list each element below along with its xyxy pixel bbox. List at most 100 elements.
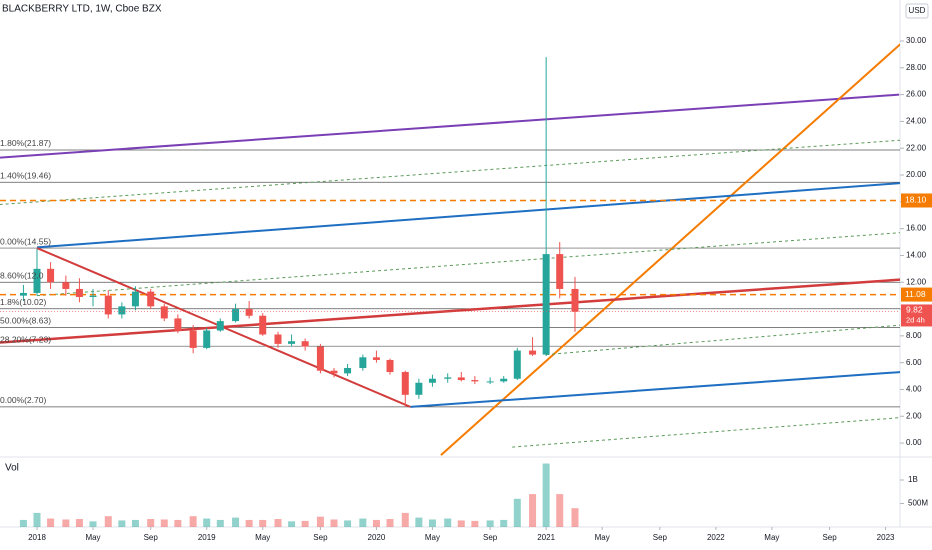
candle-body <box>131 291 139 307</box>
fib-label: 50.00%(8.63) <box>0 316 51 326</box>
candle-body <box>189 330 197 348</box>
volume-bar <box>288 521 296 527</box>
x-tick-label: May <box>85 533 100 542</box>
trendline <box>440 43 900 456</box>
volume-bar <box>372 519 380 527</box>
fib-label: 0.00%(2.70) <box>0 395 46 405</box>
x-tick-label: 2021 <box>537 533 555 542</box>
x-tick-label: Sep <box>653 533 668 542</box>
y-tick-label: 2.00 <box>906 411 922 420</box>
volume-tick-label: 500M <box>908 499 928 508</box>
trendline <box>512 417 900 448</box>
trendline <box>36 182 900 249</box>
volume-bar <box>104 516 112 527</box>
volume-bar <box>118 520 126 527</box>
price-label: 18.10 <box>905 195 927 205</box>
y-tick-label: 28.00 <box>906 63 927 72</box>
volume-bar <box>386 519 394 527</box>
x-tick-label: May <box>764 533 779 542</box>
x-tick-label: 2023 <box>877 533 895 542</box>
candle-body <box>444 377 452 379</box>
x-tick-label: 2019 <box>198 533 216 542</box>
volume-bar <box>89 521 97 527</box>
volume-bar <box>513 498 521 527</box>
trendline <box>36 232 900 297</box>
candle-body <box>529 350 537 355</box>
volume-bar <box>216 519 224 527</box>
candle-body <box>47 268 55 283</box>
candle-body <box>216 321 224 331</box>
volume-bar <box>245 519 253 527</box>
volume-bar <box>359 518 367 527</box>
x-tick-label: May <box>595 533 610 542</box>
volume-title: Vol <box>5 463 19 474</box>
volume-bar <box>486 520 494 527</box>
price-label: 11.08 <box>905 289 926 299</box>
trendline <box>410 371 900 408</box>
volume-bar <box>62 519 70 527</box>
x-tick-label: Sep <box>313 533 328 542</box>
fib-label: 1.8%(10.02) <box>0 297 46 307</box>
fib-label: 8.60%(12.0 <box>0 270 44 280</box>
price-pane <box>0 43 900 456</box>
volume-bar <box>33 512 41 527</box>
volume-bar <box>415 517 423 527</box>
x-tick-label: May <box>255 533 270 542</box>
volume-bar <box>316 516 324 527</box>
trendline <box>546 324 900 356</box>
y-tick-label: 12.00 <box>906 277 927 286</box>
x-tick-label: Sep <box>144 533 159 542</box>
candle-body <box>344 368 352 374</box>
volume-bar <box>571 508 579 527</box>
candle-body <box>232 309 240 322</box>
volume-bar <box>471 520 479 527</box>
y-tick-label: 8.00 <box>906 331 922 340</box>
volume-bar <box>556 494 564 527</box>
candle-body <box>316 346 324 371</box>
candle-body <box>401 372 409 395</box>
volume-bar <box>500 519 508 527</box>
volume-bar <box>147 519 155 527</box>
price-label-box <box>901 287 932 302</box>
y-tick-label: 24.00 <box>906 117 927 126</box>
trendline <box>0 93 900 159</box>
volume-bar <box>301 520 309 527</box>
candle-body <box>542 254 550 355</box>
trendline <box>0 139 900 205</box>
candle-body <box>89 295 97 297</box>
volume-bar <box>401 512 409 527</box>
candle-body <box>160 306 168 319</box>
candle-body <box>104 295 112 315</box>
candle-body <box>359 357 367 369</box>
candle-body <box>500 378 508 382</box>
candle-body <box>118 306 126 315</box>
volume-bar <box>47 518 55 527</box>
x-tick-label: May <box>425 533 440 542</box>
x-tick-label: 2022 <box>707 533 725 542</box>
last-price-box <box>901 304 932 327</box>
y-tick-label: 0.00 <box>906 438 922 447</box>
volume-bar <box>330 519 338 527</box>
candle-body <box>75 288 83 297</box>
fib-label: 0.00%(14.55) <box>0 236 51 246</box>
y-tick-label: 6.00 <box>906 358 922 367</box>
y-tick-label: 22.00 <box>906 143 927 152</box>
currency: USD <box>909 6 926 15</box>
candle-body <box>203 330 211 348</box>
candle-body <box>372 357 380 360</box>
y-tick-label: 14.00 <box>906 251 927 260</box>
fib-label: 28.20%(7.23) <box>0 334 51 344</box>
candle-body <box>386 359 394 373</box>
candle-body <box>259 315 267 335</box>
candle-body <box>571 288 579 312</box>
volume-bar <box>457 520 465 527</box>
volume-bar <box>274 519 282 527</box>
volume-bar <box>232 517 240 527</box>
volume-bar <box>542 463 550 527</box>
countdown: 2d 4h <box>906 315 925 324</box>
currency-box[interactable] <box>905 3 929 19</box>
x-tick-label: Sep <box>822 533 837 542</box>
candle-body <box>428 378 436 383</box>
